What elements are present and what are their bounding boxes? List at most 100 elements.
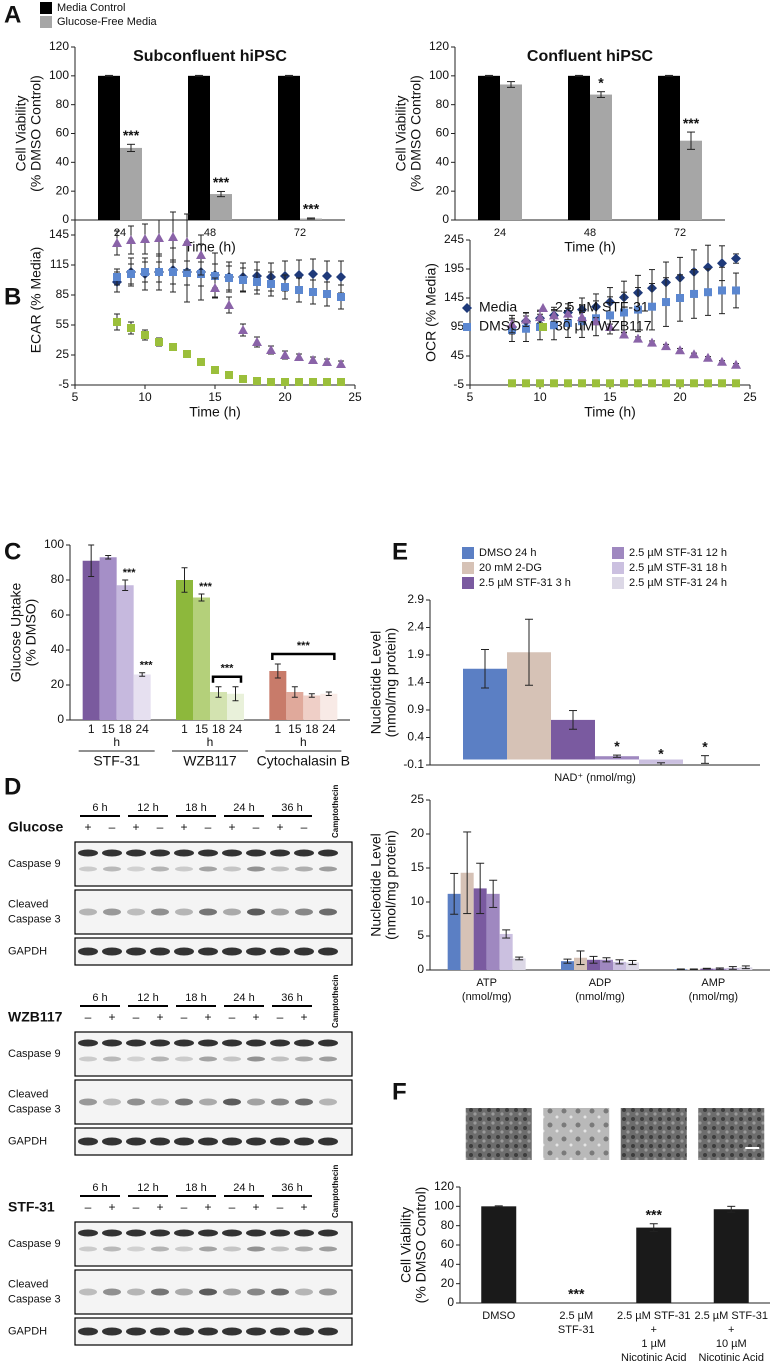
treatment-sign: + xyxy=(300,1200,307,1214)
point xyxy=(592,379,600,388)
y-tick-label: 0.4 xyxy=(407,730,424,744)
time-label: 24 h xyxy=(233,802,254,814)
control-label: Camptothecin xyxy=(331,1165,340,1218)
bar xyxy=(193,597,210,720)
band xyxy=(270,947,290,956)
band xyxy=(78,947,98,956)
y-tick-label: 120 xyxy=(434,1179,454,1193)
blot-treatment: WZB117 xyxy=(8,1009,63,1025)
bar xyxy=(499,933,513,970)
legend-swatch xyxy=(462,562,474,574)
band xyxy=(103,1246,121,1252)
legend-marker xyxy=(538,303,548,312)
point xyxy=(578,379,586,388)
band xyxy=(126,849,146,857)
blot-panel xyxy=(74,1221,353,1267)
band xyxy=(294,1137,314,1146)
band xyxy=(79,1288,97,1296)
point xyxy=(648,379,656,388)
y-tick-label: 0 xyxy=(417,962,424,976)
x-unit: h xyxy=(207,735,214,749)
point xyxy=(717,356,727,366)
legend-label: DMSO xyxy=(479,318,521,334)
micrograph xyxy=(698,1108,765,1160)
band xyxy=(319,908,337,916)
x-tick-label: ADP xyxy=(589,977,612,989)
bar xyxy=(658,75,680,220)
band xyxy=(246,849,266,857)
point xyxy=(238,325,248,334)
band xyxy=(174,849,194,857)
band xyxy=(295,866,313,872)
point xyxy=(252,337,262,346)
point xyxy=(550,321,558,330)
chart-title: Subconfluent hiPSC xyxy=(133,48,287,65)
band xyxy=(271,1056,289,1062)
treatment-sign: – xyxy=(277,1010,284,1024)
blot-row-label: Caspase 9 xyxy=(8,1238,61,1250)
band xyxy=(222,1327,242,1336)
band xyxy=(151,1098,169,1106)
x-axis-label: Time (h) xyxy=(564,239,616,255)
band xyxy=(270,1229,290,1237)
x-tick-label: 1 xyxy=(181,722,188,736)
band xyxy=(126,1229,146,1237)
band xyxy=(151,1288,169,1296)
y-tick-label: 25 xyxy=(56,347,70,361)
band xyxy=(78,1039,98,1047)
x-tick-label: 72 xyxy=(294,227,306,239)
point xyxy=(182,237,192,246)
y-tick-label: 195 xyxy=(444,261,464,275)
y-axis-label: (% DMSO Control) xyxy=(28,75,44,192)
band xyxy=(127,1098,145,1106)
legend-label: Media Control xyxy=(57,2,125,14)
treatment-sign: + xyxy=(156,1200,163,1214)
band xyxy=(78,1137,98,1146)
band xyxy=(270,1137,290,1146)
point xyxy=(113,273,121,281)
x-tick-label: 15 xyxy=(101,722,115,736)
x-tick-label: 2.5 µM xyxy=(559,1310,593,1322)
x-tick-label: 2.5 µM STF-31 xyxy=(694,1310,768,1322)
x-tick-label: 1 µM xyxy=(641,1338,666,1350)
band xyxy=(150,1229,170,1237)
time-label: 36 h xyxy=(281,802,302,814)
band xyxy=(127,866,145,872)
band xyxy=(198,1039,218,1047)
band xyxy=(79,866,97,872)
band xyxy=(175,866,193,872)
band xyxy=(79,908,97,916)
y-axis-label: OCR (% Media) xyxy=(423,263,439,362)
bar xyxy=(320,693,338,720)
band xyxy=(270,1039,290,1047)
band xyxy=(319,1098,337,1106)
point xyxy=(704,288,712,297)
band xyxy=(151,1246,169,1252)
micrograph xyxy=(465,1108,532,1160)
point xyxy=(731,359,741,369)
point xyxy=(239,375,247,383)
y-tick-label: 55 xyxy=(56,317,70,331)
band xyxy=(319,866,337,872)
y-tick-label: 245 xyxy=(444,232,464,246)
treatment-sign: – xyxy=(133,1200,140,1214)
bar xyxy=(500,84,522,220)
point xyxy=(196,250,206,259)
band xyxy=(175,908,193,916)
blot-panel xyxy=(74,841,353,887)
y-tick-label: 80 xyxy=(441,1218,455,1232)
legend-label: 2.5 µM STF-31 3 h xyxy=(479,577,571,589)
treatment-sign: – xyxy=(301,820,308,834)
point xyxy=(522,324,530,333)
band xyxy=(174,1137,194,1146)
y-axis-label: (% DMSO Control) xyxy=(413,1187,429,1304)
legend-swatch xyxy=(40,16,52,28)
treatment-sign: + xyxy=(108,1200,115,1214)
bar xyxy=(116,585,134,720)
treatment-sign: – xyxy=(277,1200,284,1214)
bar xyxy=(636,1227,672,1303)
y-axis-label: Cell Viability xyxy=(398,1207,414,1283)
point xyxy=(112,238,122,247)
y-tick-label: -5 xyxy=(453,377,464,391)
point xyxy=(634,379,642,388)
